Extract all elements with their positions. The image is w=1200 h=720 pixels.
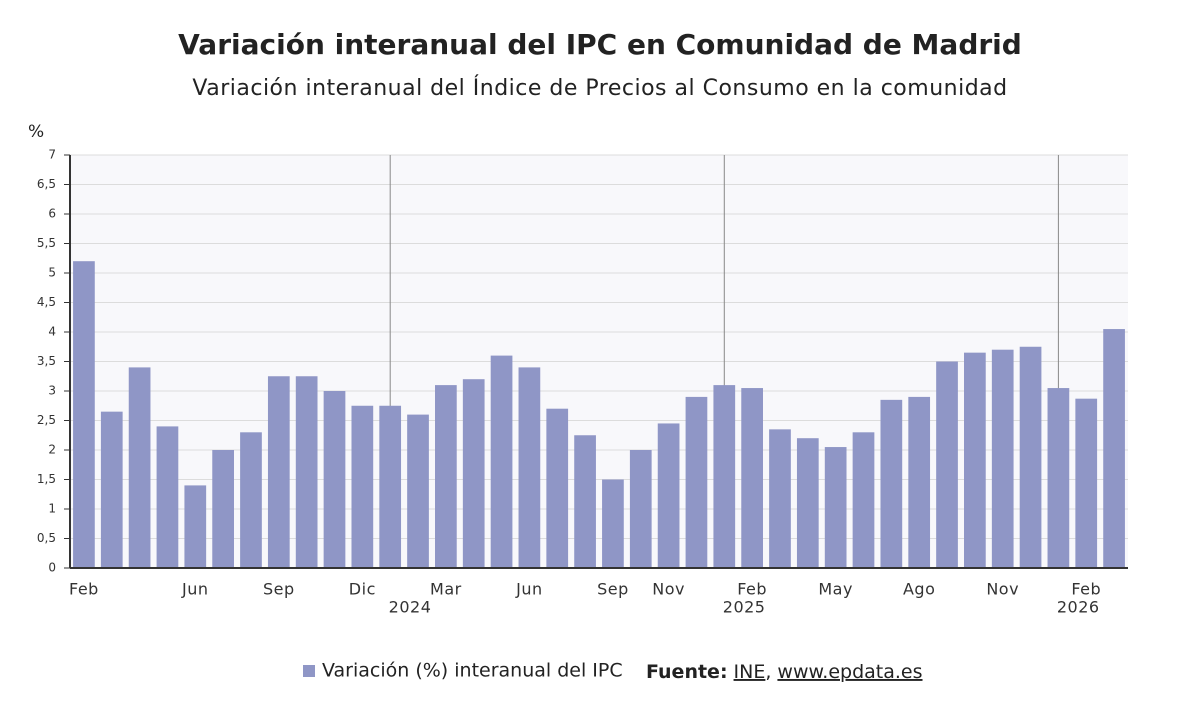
- bar: [407, 414, 429, 568]
- x-tick-label: Feb: [1071, 580, 1101, 599]
- bar: [240, 432, 262, 568]
- bar: [73, 261, 95, 568]
- bar: [1075, 398, 1098, 568]
- legend-swatch: [303, 665, 315, 677]
- y-tick-label: 6,5: [37, 177, 56, 191]
- source-separator: ,: [765, 661, 771, 683]
- y-tick-label: 4,5: [37, 295, 56, 309]
- bar: [295, 376, 318, 568]
- bar: [184, 485, 207, 568]
- source-link: www.epdata.es: [777, 661, 922, 683]
- y-tick-label: 0,5: [37, 531, 56, 545]
- chart-title: Variación interanual del IPC en Comunida…: [178, 28, 1022, 61]
- bar: [824, 447, 847, 568]
- x-tick-label: May: [818, 580, 853, 599]
- bar: [156, 426, 179, 568]
- bar: [1103, 329, 1125, 568]
- x-tick-label: Ago: [903, 580, 935, 599]
- x-tick-label: Sep: [263, 580, 295, 599]
- x-group-label: 2026: [1057, 598, 1100, 617]
- y-tick-label: 4: [48, 325, 56, 339]
- bar: [936, 361, 958, 568]
- y-tick-label: 5,5: [37, 236, 56, 250]
- bar: [546, 408, 569, 568]
- x-tick-label: Dic: [349, 580, 376, 599]
- bar: [323, 391, 346, 568]
- bar: [1047, 388, 1070, 568]
- bar: [713, 385, 736, 568]
- x-tick-label: Jun: [181, 580, 209, 599]
- x-tick-label: Mar: [430, 580, 462, 599]
- bar: [629, 450, 652, 568]
- bar: [128, 367, 151, 568]
- y-tick-label: 2,5: [37, 413, 56, 427]
- x-tick-label: Jun: [515, 580, 543, 599]
- bar: [267, 376, 290, 568]
- y-tick-label: 2: [48, 443, 56, 457]
- bar: [351, 405, 374, 568]
- bar: [796, 438, 819, 568]
- x-tick-label: Feb: [69, 580, 99, 599]
- y-tick-label: 7: [48, 148, 56, 162]
- bar: [964, 352, 986, 568]
- bar: [685, 396, 708, 568]
- bar: [657, 423, 680, 568]
- bar: [991, 349, 1014, 568]
- source: Fuente: INE, www.epdata.es: [646, 661, 923, 683]
- bar: [1019, 346, 1042, 568]
- x-tick-label: Nov: [986, 580, 1019, 599]
- y-tick-label: 0: [48, 561, 56, 575]
- bar: [908, 396, 931, 568]
- bar: [769, 429, 791, 568]
- source-link: INE: [734, 661, 766, 683]
- y-axis-label: %: [28, 122, 44, 142]
- x-tick-label: Feb: [737, 580, 767, 599]
- legend-label: Variación (%) interanual del IPC: [322, 660, 623, 682]
- x-tick-label: Nov: [652, 580, 685, 599]
- bar: [462, 379, 485, 568]
- bar: [518, 367, 541, 568]
- y-tick-label: 1: [48, 502, 56, 516]
- bar: [379, 405, 402, 568]
- x-group-label: 2024: [389, 598, 432, 617]
- bar: [490, 355, 513, 568]
- bar: [212, 450, 234, 568]
- bar: [100, 411, 123, 568]
- chart-subtitle: Variación interanual del Índice de Preci…: [192, 75, 1007, 101]
- bar: [741, 388, 763, 568]
- bar: [602, 479, 624, 568]
- source-label: Fuente:: [646, 661, 728, 683]
- bar: [852, 432, 875, 568]
- x-group-label: 2025: [723, 598, 766, 617]
- y-tick-label: 1,5: [37, 472, 56, 486]
- y-tick-label: 3,5: [37, 354, 56, 368]
- x-tick-label: Sep: [597, 580, 629, 599]
- bar: [574, 435, 596, 568]
- bar: [435, 385, 457, 568]
- bar: [880, 399, 903, 568]
- y-tick-label: 6: [48, 207, 56, 221]
- y-tick-label: 3: [48, 384, 56, 398]
- y-tick-label: 5: [48, 266, 56, 280]
